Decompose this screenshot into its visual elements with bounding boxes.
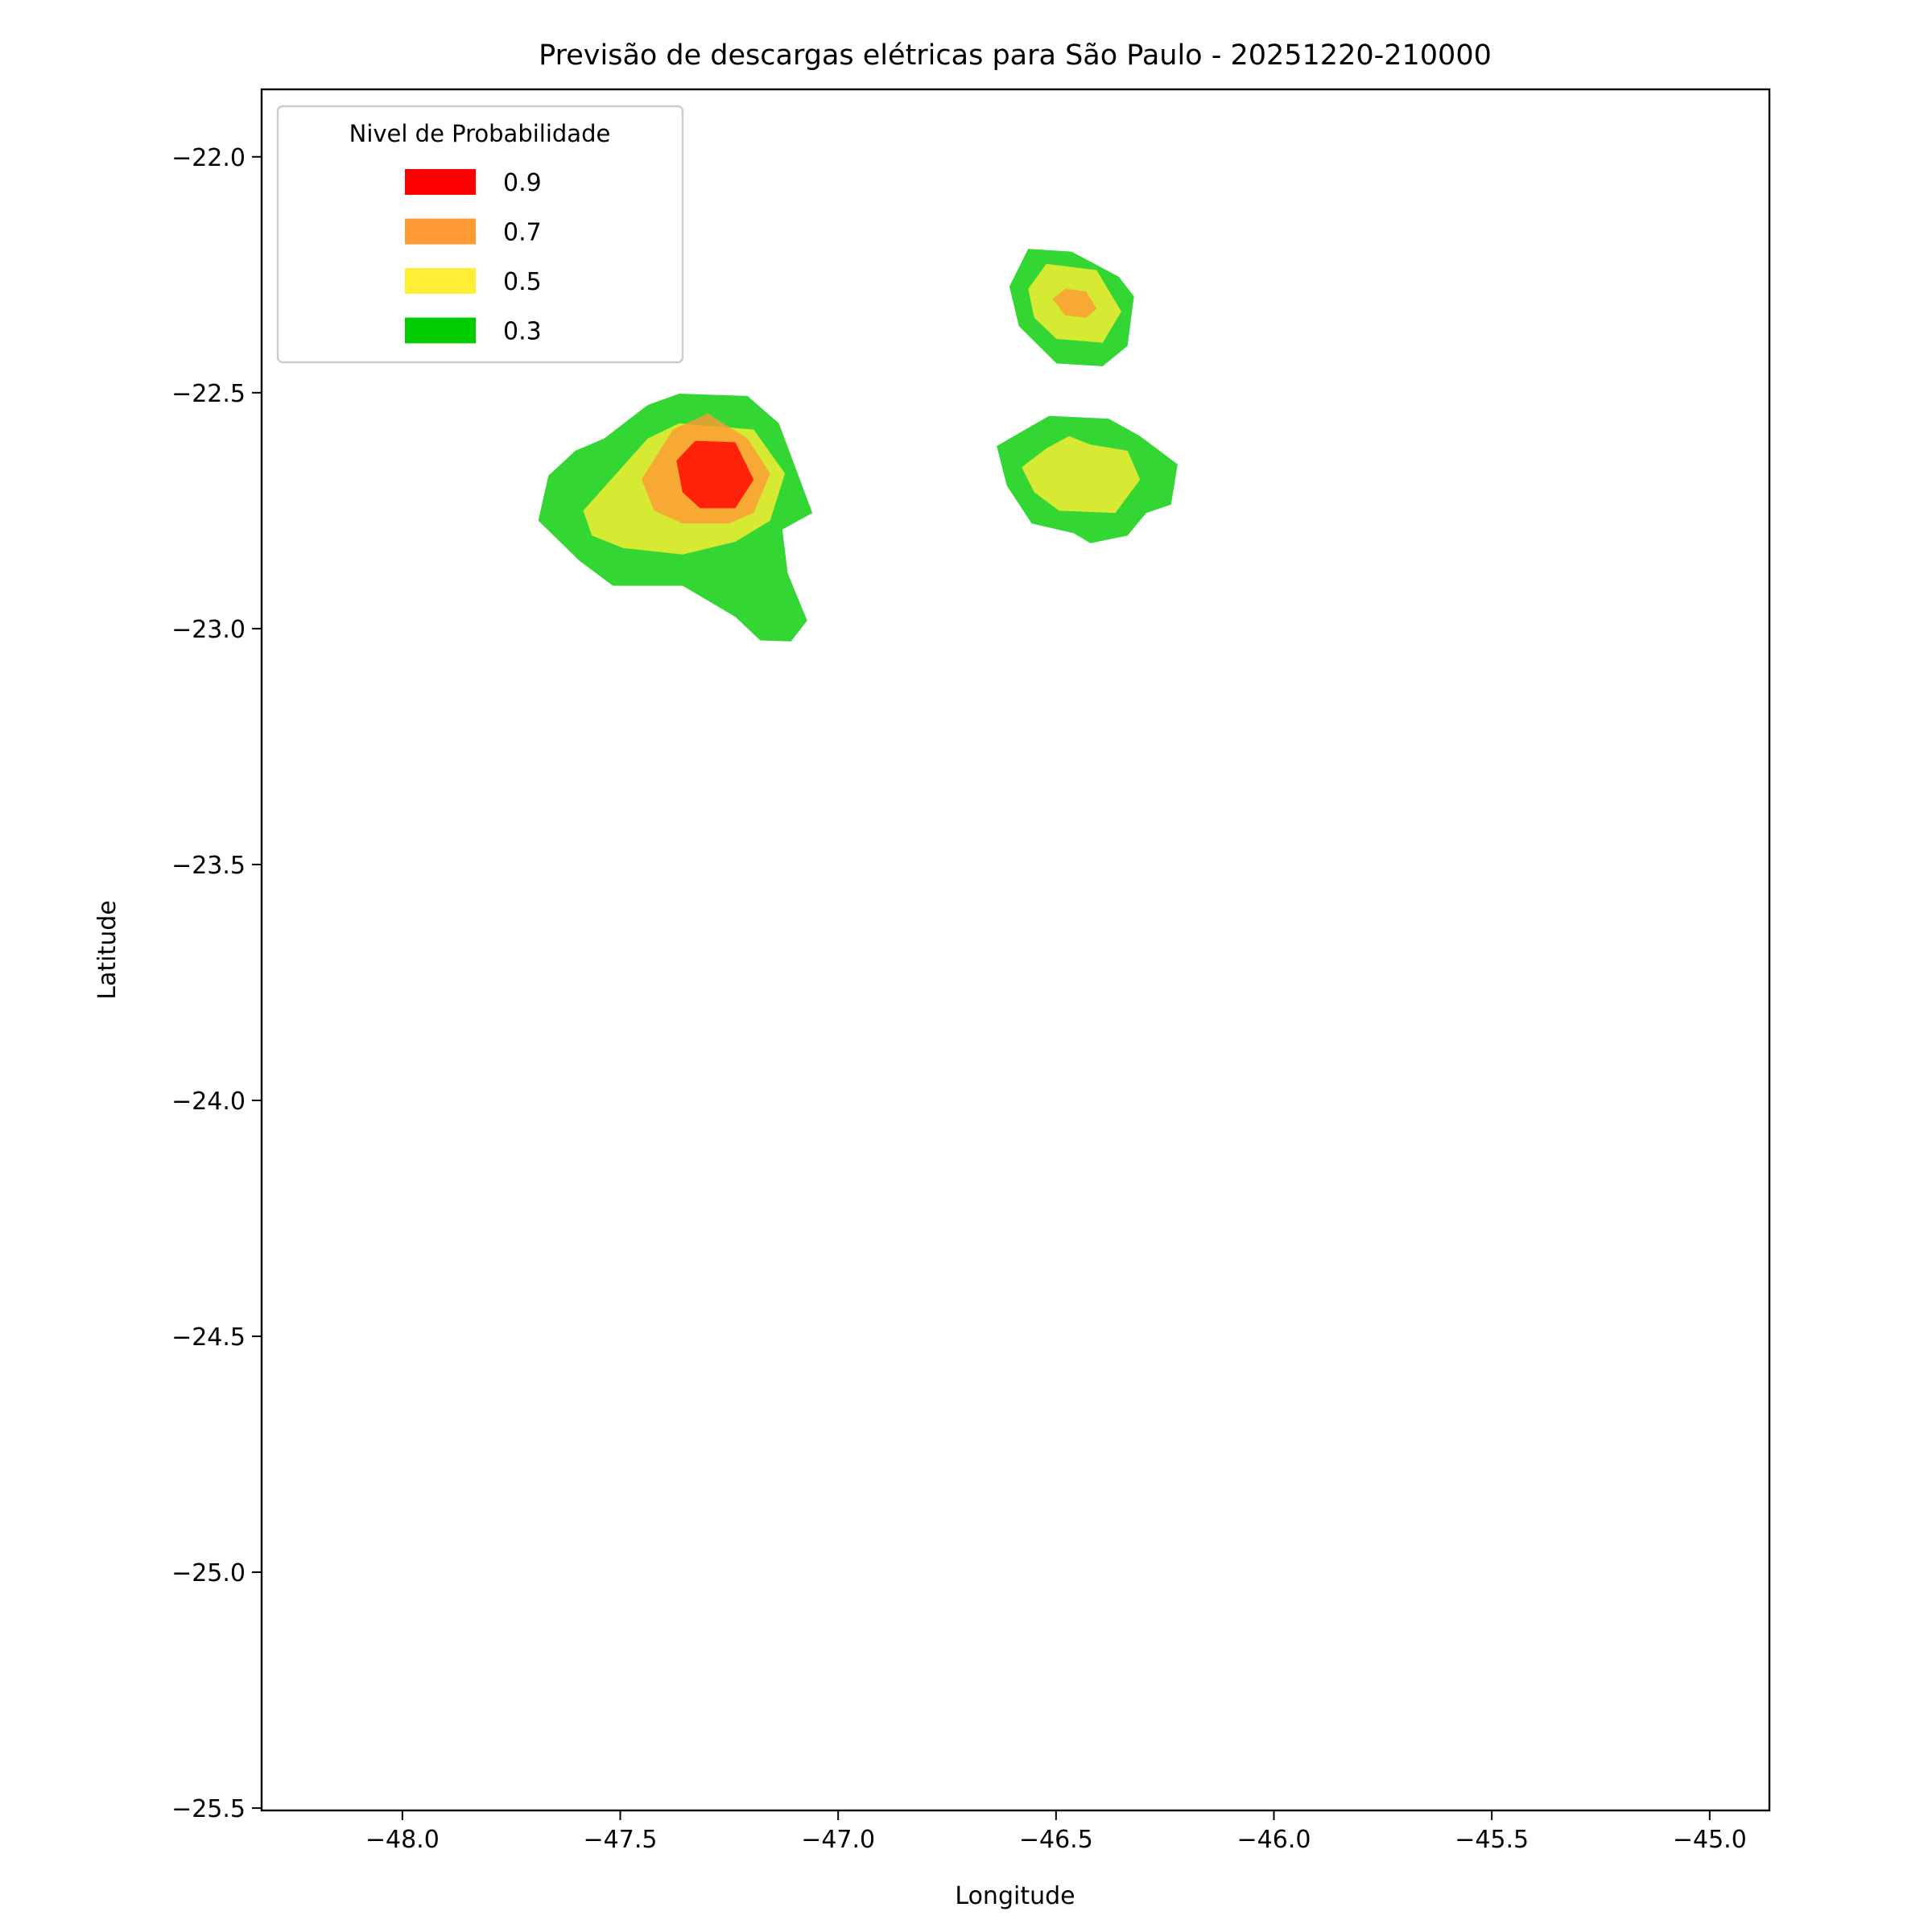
legend-label: 0.3 (503, 318, 542, 346)
legend: Nivel de Probabilidade 0.9 0.7 0.5 0.3 (276, 105, 684, 364)
y-tick-label: −23.0 (171, 616, 246, 644)
y-axis-label: Latitude (93, 900, 122, 999)
legend-title: Nivel de Probabilidade (349, 120, 611, 147)
plot-frame (260, 88, 1771, 1812)
y-tick-label: −24.5 (171, 1323, 246, 1352)
x-tick-label: −46.0 (1237, 1826, 1311, 1854)
legend-label: 0.5 (503, 268, 542, 296)
legend-swatch (405, 317, 476, 344)
legend-label: 0.9 (503, 169, 542, 197)
x-axis-label: Longitude (955, 1882, 1075, 1910)
y-tick-label: −23.5 (171, 852, 246, 880)
x-tick-label: −48.0 (365, 1826, 440, 1854)
contour-area (538, 249, 1178, 642)
chart-title: Previsão de descargas elétricas para São… (539, 39, 1492, 72)
y-tick-label: −25.5 (171, 1795, 246, 1823)
legend-label: 0.7 (503, 219, 542, 247)
legend-box (276, 105, 684, 364)
x-tick-label: −47.0 (801, 1826, 875, 1854)
contour-region (676, 440, 754, 509)
x-tick-label: −46.5 (1019, 1826, 1093, 1854)
y-tick-label: −22.5 (171, 380, 246, 408)
y-tick-label: −24.0 (171, 1088, 246, 1116)
x-tick-label: −45.5 (1455, 1826, 1529, 1854)
x-tick-label: −47.5 (584, 1826, 658, 1854)
y-tick-label: −22.0 (171, 144, 246, 172)
x-tick-label: −45.0 (1673, 1826, 1747, 1854)
legend-swatch (405, 169, 476, 195)
contour-region (1022, 436, 1141, 514)
y-tick-label: −25.0 (171, 1559, 246, 1587)
contour-region (1052, 288, 1097, 318)
legend-swatch (405, 218, 476, 245)
legend-swatch (405, 268, 476, 294)
